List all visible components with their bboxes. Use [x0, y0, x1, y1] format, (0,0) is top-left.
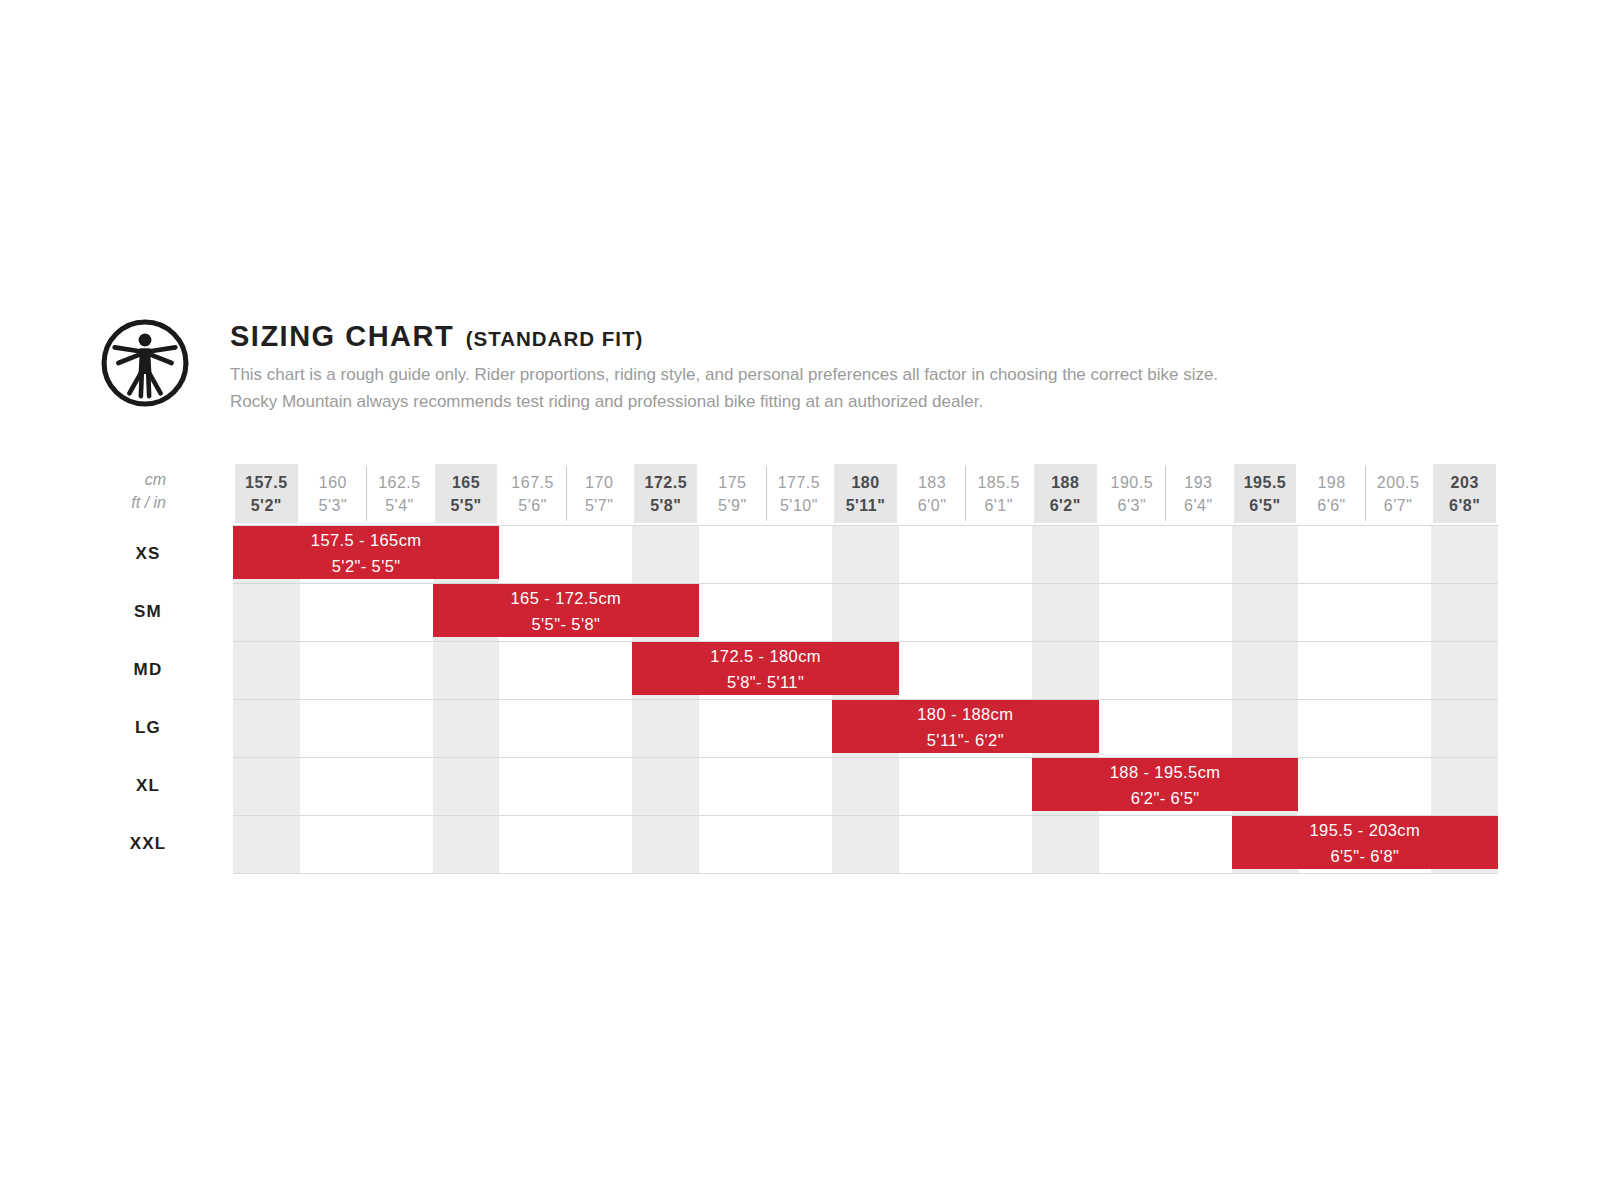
axis-column-header: 1705'7" [568, 464, 631, 523]
axis-tick-ftin: 5'2" [251, 494, 282, 517]
size-label-lg: LG [100, 699, 196, 757]
axis-tick-ftin: 6'2" [1050, 494, 1081, 517]
axis-tick-cm: 165 [452, 471, 480, 494]
axis-column-header: 1805'11" [834, 464, 897, 523]
row-gridline [233, 873, 1498, 874]
sizing-chart-page: SIZING CHART (STANDARD FIT) This chart i… [0, 0, 1600, 1200]
axis-column-header: 162.55'4" [368, 464, 431, 523]
axis-tick-ftin: 5'4" [385, 494, 414, 517]
axis-tick-ftin: 5'7" [585, 494, 614, 517]
bar-range-ftin: 5'2"- 5'5" [332, 553, 401, 579]
bar-range-ftin: 6'5"- 6'8" [1330, 843, 1399, 869]
axis-group-divider [1165, 466, 1166, 521]
axis-tick-ftin: 5'9" [718, 494, 747, 517]
axis-tick-cm: 180 [851, 471, 879, 494]
axis-tick-cm: 200.5 [1377, 471, 1420, 494]
axis-unit-cm: cm [60, 468, 166, 491]
axis-column-header: 1886'2" [1034, 464, 1097, 523]
axis-column-header: 190.56'3" [1101, 464, 1164, 523]
axis-group-divider [366, 466, 367, 521]
axis-tick-cm: 167.5 [511, 471, 554, 494]
axis-column-header: 200.56'7" [1367, 464, 1430, 523]
axis-group-divider [766, 466, 767, 521]
axis-tick-cm: 193 [1184, 471, 1212, 494]
axis-tick-cm: 195.5 [1244, 471, 1287, 494]
axis-group-divider [566, 466, 567, 521]
axis-column-header: 2036'8" [1433, 464, 1496, 523]
axis-column-header: 1605'3" [302, 464, 365, 523]
axis-tick-ftin: 5'3" [319, 494, 348, 517]
size-range-bar-xl: 188 - 195.5cm6'2"- 6'5" [1032, 758, 1298, 811]
axis-tick-cm: 160 [319, 471, 347, 494]
axis-tick-cm: 172.5 [644, 471, 687, 494]
axis-group-divider [1365, 466, 1366, 521]
bar-range-ftin: 5'8"- 5'11" [727, 669, 804, 695]
axis-tick-cm: 190.5 [1111, 471, 1154, 494]
axis-tick-cm: 170 [585, 471, 613, 494]
axis-tick-cm: 162.5 [378, 471, 421, 494]
axis-tick-ftin: 5'10" [780, 494, 818, 517]
axis-column-header: 167.55'6" [501, 464, 564, 523]
bar-range-cm: 188 - 195.5cm [1110, 759, 1221, 785]
size-label-md: MD [100, 641, 196, 699]
axis-column-header: 177.55'10" [768, 464, 831, 523]
axis-unit-labels: cm ft / in [60, 468, 166, 514]
axis-group-divider [965, 466, 966, 521]
size-range-bar-sm: 165 - 172.5cm5'5"- 5'8" [433, 584, 699, 637]
bar-range-ftin: 5'5"- 5'8" [531, 611, 600, 637]
bar-range-ftin: 5'11"- 6'2" [927, 727, 1004, 753]
axis-column-header: 1836'0" [901, 464, 964, 523]
bar-range-cm: 180 - 188cm [917, 701, 1013, 727]
bar-range-cm: 195.5 - 203cm [1309, 817, 1420, 843]
axis-tick-ftin: 6'4" [1184, 494, 1213, 517]
row-gridline [233, 757, 1498, 758]
size-label-xl: XL [100, 757, 196, 815]
axis-tick-ftin: 6'5" [1249, 494, 1280, 517]
axis-column-header: 1986'6" [1300, 464, 1363, 523]
axis-tick-ftin: 5'11" [846, 494, 886, 517]
axis-unit-ftin: ft / in [60, 491, 166, 514]
axis-tick-ftin: 5'6" [518, 494, 547, 517]
row-gridline [233, 583, 1498, 584]
size-range-bar-xxl: 195.5 - 203cm6'5"- 6'8" [1232, 816, 1498, 869]
axis-tick-ftin: 5'5" [450, 494, 481, 517]
axis-column-header: 1936'4" [1167, 464, 1230, 523]
sizing-chart: cm ft / in 157.55'2"1605'3"162.55'4"1655… [0, 0, 1600, 1200]
bar-range-ftin: 6'2"- 6'5" [1131, 785, 1200, 811]
axis-tick-cm: 198 [1317, 471, 1345, 494]
size-range-bar-md: 172.5 - 180cm5'8"- 5'11" [632, 642, 898, 695]
axis-tick-cm: 183 [918, 471, 946, 494]
size-range-bar-xs: 157.5 - 165cm5'2"- 5'5" [233, 526, 499, 579]
axis-tick-ftin: 6'0" [918, 494, 947, 517]
axis-tick-ftin: 6'6" [1317, 494, 1346, 517]
size-label-sm: SM [100, 583, 196, 641]
axis-tick-cm: 175 [718, 471, 746, 494]
size-label-xs: XS [100, 525, 196, 583]
bar-range-cm: 157.5 - 165cm [311, 527, 422, 553]
size-label-xxl: XXL [100, 815, 196, 873]
axis-column-header: 1655'5" [435, 464, 498, 523]
axis-column-header: 1755'9" [701, 464, 764, 523]
axis-tick-cm: 203 [1451, 471, 1479, 494]
axis-tick-ftin: 6'7" [1384, 494, 1413, 517]
axis-tick-cm: 188 [1051, 471, 1079, 494]
size-range-bar-lg: 180 - 188cm5'11"- 6'2" [832, 700, 1098, 753]
axis-column-header: 195.56'5" [1234, 464, 1297, 523]
axis-tick-ftin: 6'1" [984, 494, 1013, 517]
bar-range-cm: 165 - 172.5cm [511, 585, 622, 611]
axis-tick-ftin: 5'8" [650, 494, 681, 517]
axis-tick-ftin: 6'3" [1118, 494, 1147, 517]
axis-tick-cm: 177.5 [778, 471, 821, 494]
axis-tick-ftin: 6'8" [1449, 494, 1480, 517]
axis-column-header: 157.55'2" [235, 464, 298, 523]
axis-tick-cm: 157.5 [245, 471, 288, 494]
bar-range-cm: 172.5 - 180cm [710, 643, 821, 669]
axis-column-header: 172.55'8" [634, 464, 697, 523]
axis-tick-cm: 185.5 [977, 471, 1020, 494]
axis-column-header: 185.56'1" [967, 464, 1030, 523]
